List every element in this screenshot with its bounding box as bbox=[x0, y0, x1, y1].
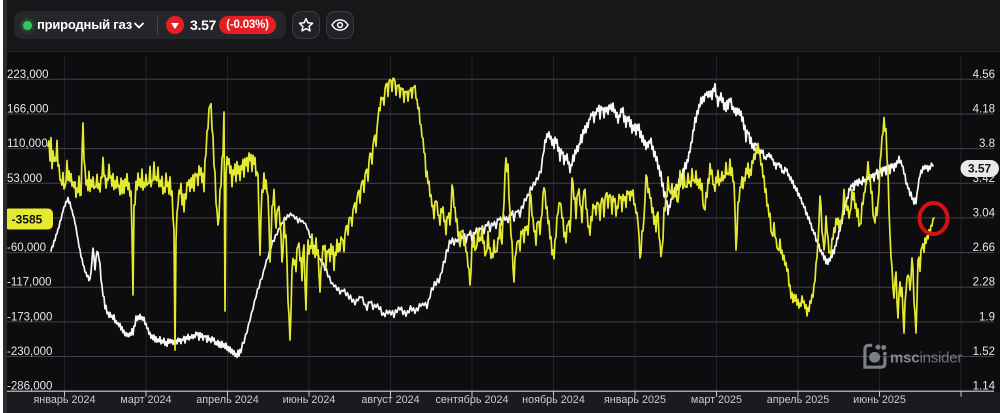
svg-text:166,000: 166,000 bbox=[7, 104, 49, 116]
svg-text:1.14: 1.14 bbox=[973, 381, 996, 393]
svg-text:4.56: 4.56 bbox=[973, 69, 995, 81]
svg-text:август 2024: август 2024 bbox=[361, 394, 419, 406]
svg-text:110,000: 110,000 bbox=[7, 138, 48, 150]
svg-text:апрель 2025: апрель 2025 bbox=[767, 394, 829, 406]
svg-text:1.9: 1.9 bbox=[979, 311, 995, 323]
svg-text:-60,000: -60,000 bbox=[7, 242, 46, 254]
svg-text:март 2025: март 2025 bbox=[691, 394, 742, 406]
svg-text:-117,000: -117,000 bbox=[7, 277, 52, 289]
svg-text:3.04: 3.04 bbox=[973, 207, 996, 219]
svg-text:ноябрь 2024: ноябрь 2024 bbox=[522, 394, 585, 406]
svg-text:2.28: 2.28 bbox=[973, 277, 995, 289]
svg-text:1.52: 1.52 bbox=[973, 346, 995, 358]
svg-text:3.8: 3.8 bbox=[979, 138, 995, 150]
svg-text:июнь 2024: июнь 2024 bbox=[283, 394, 336, 406]
svg-text:апрель 2024: апрель 2024 bbox=[196, 394, 258, 406]
svg-text:mscinsider: mscinsider bbox=[890, 350, 962, 367]
svg-text:-3585: -3585 bbox=[12, 213, 43, 227]
svg-text:-230,000: -230,000 bbox=[7, 346, 52, 358]
svg-text:2.66: 2.66 bbox=[973, 242, 995, 254]
svg-text:-173,000: -173,000 bbox=[7, 311, 52, 323]
svg-text:53,000: 53,000 bbox=[7, 173, 42, 185]
svg-text:4.18: 4.18 bbox=[973, 104, 995, 116]
svg-text:223,000: 223,000 bbox=[7, 69, 49, 81]
svg-text:январь 2025: январь 2025 bbox=[604, 394, 666, 406]
svg-text:март 2024: март 2024 bbox=[120, 394, 171, 406]
svg-text:июнь 2025: июнь 2025 bbox=[853, 394, 906, 406]
svg-text:-286,000: -286,000 bbox=[7, 381, 52, 393]
svg-text:сентябрь 2024: сентябрь 2024 bbox=[436, 394, 509, 406]
svg-text:3.57: 3.57 bbox=[968, 162, 992, 176]
svg-text:январь 2024: январь 2024 bbox=[33, 394, 95, 406]
